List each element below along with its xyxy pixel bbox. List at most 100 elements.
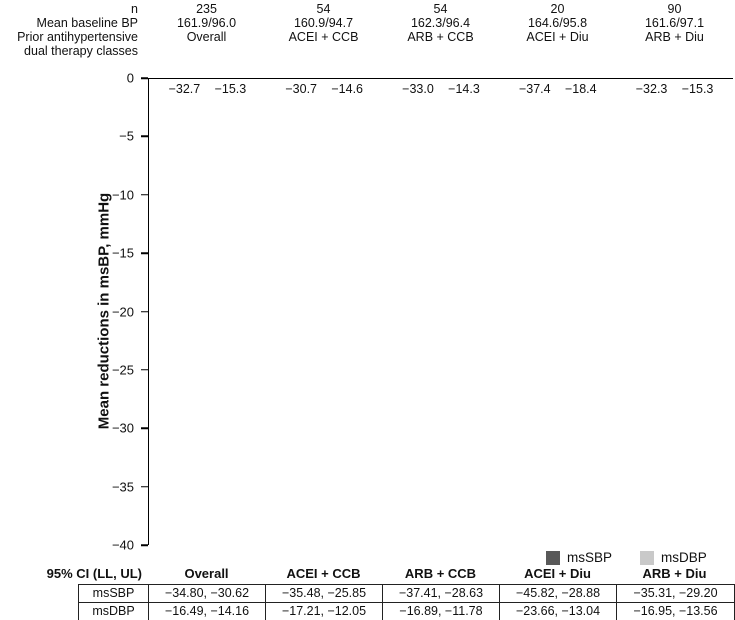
- legend: msSBP msDBP: [546, 550, 707, 565]
- y-tick-mark: [141, 77, 148, 79]
- row-label: msDBP: [79, 603, 149, 620]
- y-tick-mark: [141, 194, 148, 196]
- table-cell: −16.95, −13.56: [633, 604, 718, 618]
- bar-group-overall: −32.7 −15.3: [149, 79, 266, 545]
- y-tick-label: −25: [111, 362, 134, 378]
- y-axis: 0 −5 −10 −15 −20 −25 −30 −35 −40: [0, 71, 148, 553]
- y-tick-mark: [141, 485, 148, 488]
- bar-value-label: −15.3: [681, 82, 714, 96]
- table-cell: −23.66, −13.04: [500, 603, 617, 620]
- group-header-acei-ccb: 54 160.9/94.7 ACEI + CCB: [265, 2, 382, 58]
- y-tick-label: −30: [111, 420, 134, 436]
- table-cell: −16.89, −11.78: [383, 603, 500, 620]
- table-corner-label: 95% CI (LL, UL): [46, 566, 142, 581]
- y-tick-label: −5: [119, 128, 134, 144]
- bar-mssbp-acei-ccb: −30.7: [278, 79, 324, 96]
- table-cell: −45.82, −28.88: [500, 585, 617, 603]
- bar-value-label: −30.7: [285, 82, 317, 96]
- y-tick-label: −20: [111, 304, 134, 319]
- legend-label: msDBP: [661, 550, 707, 565]
- bar-msdbp-acei-diu: −18.4: [558, 79, 604, 96]
- header-row-label-prior-therapy-line1: Prior antihypertensive: [17, 30, 138, 44]
- bar-msdbp-overall: −15.3: [207, 79, 253, 96]
- bar-value-label: −32.7: [168, 82, 201, 96]
- bar-msdbp-arb-ccb: −14.3: [441, 79, 487, 96]
- bar-value-label: −14.6: [331, 82, 363, 96]
- y-tick-mark: [141, 544, 148, 546]
- bar-msdbp-acei-ccb: −14.6: [324, 79, 370, 96]
- table-cell: −17.21, −12.05: [266, 603, 383, 620]
- y-tick-label: −40: [111, 537, 134, 553]
- bar-mssbp-overall: −32.7: [161, 79, 207, 96]
- y-tick-mark: [141, 135, 148, 138]
- table-column-header-acei-diu: ACEI + Diu: [524, 566, 591, 581]
- group-baseline-bp: 160.9/94.7: [293, 16, 354, 30]
- group-baseline-bp: 162.3/96.4: [410, 16, 471, 30]
- legend-item-msdbp: msDBP: [640, 550, 707, 565]
- group-label: ARB + CCB: [407, 30, 474, 44]
- table-header-row: 95% CI (LL, UL) Overall ACEI + CCB ARB + C…: [0, 566, 733, 581]
- y-tick-label: −35: [111, 479, 134, 495]
- table-row-msdbp: msDBP −16.49, −14.16 −17.21, −12.05 −16.89,…: [79, 603, 734, 620]
- table-column-header-arb-diu: ARB + Diu: [642, 566, 707, 581]
- bar-value-label: −15.3: [214, 82, 247, 96]
- table-column-header-acei-ccb: ACEI + CCB: [286, 566, 361, 581]
- y-tick-mark: [141, 310, 148, 313]
- group-label: Overall: [186, 30, 227, 44]
- plot-area: −32.7 −15.3 −30.7 −14.6 −33.0 −14.3 −37.4 −18.4…: [148, 78, 733, 545]
- y-tick-mark: [141, 252, 148, 254]
- y-tick-label: −10: [111, 187, 134, 203]
- table-cell: −35.31, −29.20: [617, 585, 734, 603]
- bar-value-label: −37.4: [518, 82, 551, 96]
- header-row-label-baseline-bp: Mean baseline BP: [36, 16, 138, 30]
- table-row-mssbp: msSBP −34.80, −30.62 −35.48, −25.85 −37.41,…: [79, 585, 734, 603]
- header-row-label-n: n: [131, 2, 138, 16]
- group-header-acei-diu: 20 164.6/95.8 ACEI + Diu: [499, 2, 616, 58]
- bar-group-acei-diu: −37.4 −18.4: [499, 79, 616, 545]
- y-tick-mark: [141, 369, 148, 371]
- legend-item-mssbp: msSBP: [546, 550, 612, 565]
- group-baseline-bp: 161.6/97.1: [644, 16, 705, 30]
- bar-group-arb-diu: −32.3 −15.3: [616, 79, 733, 545]
- group-n: 54: [316, 2, 331, 16]
- ci-table: msSBP −34.80, −30.62 −35.48, −25.85 −37.41,…: [78, 584, 735, 620]
- group-n: 235: [196, 2, 217, 16]
- bar-value-label: −18.4: [564, 82, 597, 96]
- bar-group-acei-ccb: −30.7 −14.6: [266, 79, 383, 545]
- bar-value-label: −33.0: [402, 82, 434, 96]
- header-row-labels: n Mean baseline BP Prior antihypertensiv…: [0, 2, 148, 58]
- bar-msdbp-arb-diu: −15.3: [675, 79, 721, 96]
- y-tick-label: 0: [126, 70, 134, 86]
- legend-swatch: [640, 550, 655, 565]
- table-cell: −35.48, −25.85: [266, 585, 383, 603]
- group-label: ARB + Diu: [645, 30, 704, 44]
- group-header-overall: 235 161.9/96.0 Overall: [148, 2, 265, 58]
- group-label: ACEI + Diu: [526, 30, 589, 44]
- table-column-header-arb-ccb: ARB + CCB: [404, 566, 477, 581]
- table-column-header-overall: Overall: [184, 566, 229, 581]
- group-baseline-bp: 161.9/96.0: [176, 16, 237, 30]
- row-label: msSBP: [79, 585, 149, 603]
- y-tick-mark: [141, 427, 148, 429]
- legend-label: msSBP: [567, 550, 613, 565]
- y-tick-label: −15: [111, 245, 134, 261]
- group-n: 20: [550, 2, 565, 16]
- table-cell: −37.41, −28.63: [383, 585, 500, 603]
- bar-mssbp-acei-diu: −37.4: [512, 79, 558, 96]
- bar-mssbp-arb-ccb: −33.0: [395, 79, 441, 96]
- group-baseline-bp: 164.6/95.8: [527, 16, 588, 30]
- bar-group-arb-ccb: −33.0 −14.3: [383, 79, 500, 545]
- group-n: 54: [433, 2, 448, 16]
- group-header-arb-diu: 90 161.6/97.1 ARB + Diu: [616, 2, 733, 58]
- bar-value-label: −32.3: [635, 82, 668, 96]
- group-n: 90: [667, 2, 682, 16]
- group-header-arb-ccb: 54 162.3/96.4 ARB + CCB: [382, 2, 499, 58]
- header-row-label-prior-therapy-line2: dual therapy classes: [24, 44, 138, 58]
- bar-mssbp-arb-diu: −32.3: [629, 79, 675, 96]
- column-headers: n Mean baseline BP Prior antihypertensiv…: [0, 2, 733, 58]
- group-label: ACEI + CCB: [288, 30, 359, 44]
- legend-swatch: [546, 550, 560, 565]
- bar-value-label: −14.3: [448, 82, 480, 96]
- table-cell: −16.49, −14.16: [149, 603, 266, 620]
